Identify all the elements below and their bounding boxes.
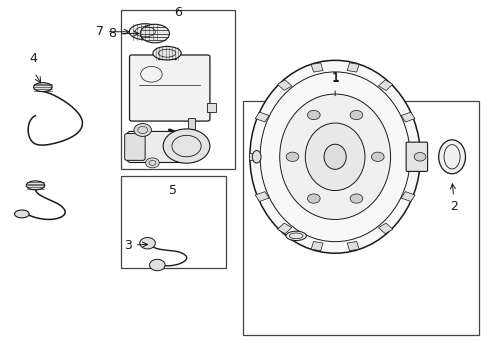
- Ellipse shape: [153, 46, 181, 60]
- Bar: [188, 118, 196, 129]
- FancyBboxPatch shape: [129, 55, 210, 121]
- Text: 7: 7: [96, 25, 129, 38]
- FancyBboxPatch shape: [406, 142, 428, 171]
- Ellipse shape: [250, 60, 420, 253]
- Circle shape: [134, 123, 151, 136]
- Bar: [378, 80, 393, 90]
- Text: 6: 6: [174, 6, 182, 19]
- Bar: [158, 53, 176, 59]
- Circle shape: [350, 194, 363, 203]
- Bar: [249, 153, 260, 160]
- Bar: [401, 192, 415, 202]
- Circle shape: [308, 194, 320, 203]
- Ellipse shape: [15, 210, 29, 218]
- Circle shape: [149, 259, 165, 271]
- Ellipse shape: [305, 123, 365, 190]
- Bar: [243, 102, 479, 336]
- Ellipse shape: [286, 231, 306, 240]
- FancyBboxPatch shape: [127, 131, 190, 162]
- Circle shape: [371, 152, 384, 161]
- Ellipse shape: [33, 83, 52, 91]
- Ellipse shape: [280, 94, 391, 220]
- Circle shape: [414, 153, 426, 161]
- Bar: [411, 153, 421, 160]
- Bar: [311, 63, 323, 72]
- Circle shape: [140, 238, 155, 249]
- Bar: [378, 223, 393, 234]
- Circle shape: [286, 152, 299, 161]
- Bar: [121, 10, 235, 169]
- Circle shape: [308, 111, 320, 120]
- Bar: [255, 192, 269, 202]
- Bar: [277, 223, 292, 234]
- Text: 8: 8: [108, 27, 139, 40]
- Text: 1: 1: [331, 71, 339, 84]
- Text: 2: 2: [450, 184, 459, 213]
- Bar: [277, 80, 292, 90]
- Bar: [207, 103, 216, 112]
- Circle shape: [350, 111, 363, 120]
- Bar: [311, 242, 323, 251]
- Circle shape: [146, 158, 159, 168]
- Text: 5: 5: [169, 184, 177, 197]
- Ellipse shape: [324, 144, 346, 169]
- Text: 1: 1: [331, 72, 339, 96]
- FancyBboxPatch shape: [124, 134, 145, 160]
- Text: 4: 4: [29, 52, 37, 65]
- Ellipse shape: [129, 24, 161, 40]
- Circle shape: [163, 129, 210, 163]
- Bar: [347, 242, 359, 251]
- Bar: [121, 176, 225, 267]
- Ellipse shape: [140, 24, 170, 43]
- Text: 3: 3: [124, 239, 147, 252]
- Ellipse shape: [252, 150, 261, 163]
- Bar: [347, 63, 359, 72]
- Ellipse shape: [26, 181, 45, 190]
- Bar: [401, 112, 415, 122]
- Ellipse shape: [439, 140, 466, 174]
- Bar: [255, 112, 269, 122]
